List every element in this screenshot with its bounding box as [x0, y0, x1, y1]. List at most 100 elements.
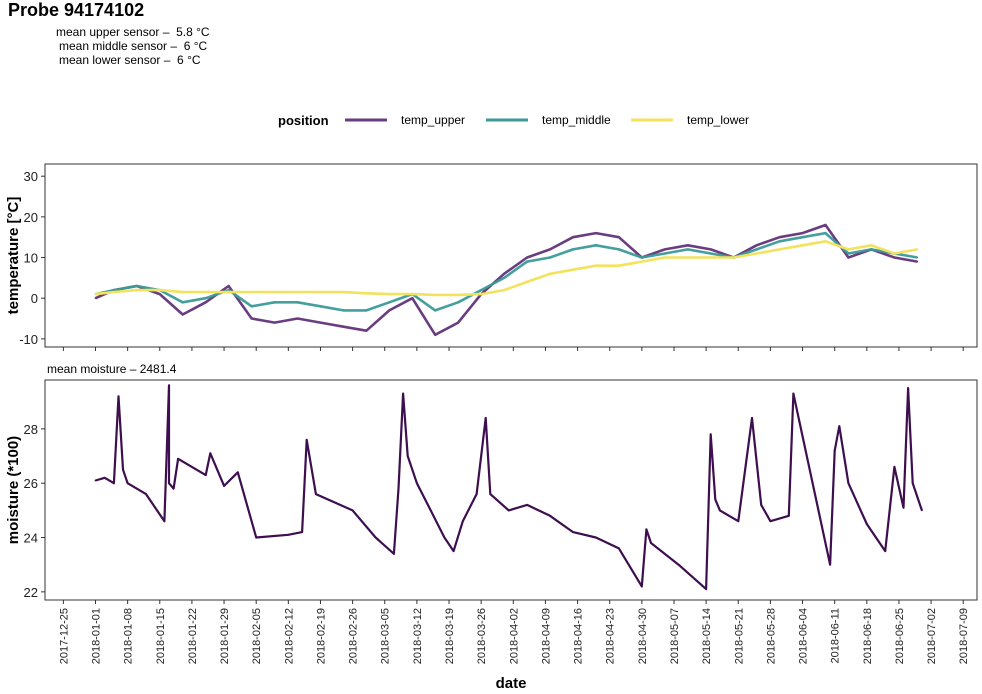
data-point-moisture	[172, 487, 175, 490]
x-tick-label: 2018-07-09	[958, 608, 970, 664]
data-point-moisture	[402, 392, 405, 395]
data-point-temp_middle	[480, 289, 483, 291]
data-point-temp_lower	[778, 248, 781, 251]
data-point-temp_lower	[204, 291, 207, 293]
data-point-temp_middle	[503, 276, 506, 279]
x-tick-label: 2018-06-11	[830, 608, 842, 663]
data-point-temp_lower	[847, 248, 850, 251]
data-point-temp_upper	[893, 256, 896, 259]
data-point-moisture	[751, 417, 753, 419]
data-point-temp_upper	[916, 260, 919, 263]
data-point-moisture	[760, 504, 763, 506]
data-point-temp_upper	[319, 321, 322, 324]
data-point-moisture	[489, 493, 492, 495]
data-point-temp_lower	[755, 252, 758, 255]
data-point-temp_middle	[549, 256, 551, 259]
mean-upper-sensor-text: mean upper sensor – 5.8 °C	[56, 25, 210, 39]
data-point-moisture	[204, 474, 207, 476]
x-tick-label: 2018-04-16	[573, 608, 585, 664]
data-point-temp_upper	[158, 293, 161, 296]
x-tick-label: 2018-01-29	[219, 608, 231, 664]
x-tick-label: 2018-06-04	[798, 608, 810, 664]
moisture-y-axis-title: moisture (*100)	[5, 436, 22, 544]
data-point-moisture	[833, 449, 836, 452]
x-tick-label: 2018-04-09	[540, 608, 552, 664]
data-point-moisture	[452, 550, 455, 553]
data-point-moisture	[126, 482, 129, 485]
data-point-temp_lower	[158, 289, 161, 291]
data-point-moisture	[847, 482, 850, 485]
data-point-temp_lower	[480, 293, 483, 296]
data-point-moisture	[484, 417, 487, 419]
data-point-temp_middle	[870, 248, 873, 251]
data-point-temp_upper	[709, 248, 712, 251]
data-point-moisture	[677, 563, 680, 566]
data-point-temp_middle	[824, 232, 827, 235]
data-point-moisture	[475, 493, 478, 495]
data-point-temp_lower	[112, 291, 115, 293]
data-point-temp_middle	[227, 289, 230, 291]
data-point-moisture	[769, 520, 772, 523]
data-point-temp_middle	[526, 260, 528, 263]
data-point-temp_lower	[365, 292, 368, 295]
data-point-temp_upper	[250, 317, 253, 320]
data-point-moisture	[893, 466, 896, 468]
data-point-moisture	[737, 520, 740, 523]
x-tick-label: 2018-07-02	[926, 608, 938, 664]
data-point-moisture	[705, 588, 708, 591]
x-tick-label: 2018-02-12	[283, 608, 295, 664]
data-point-moisture	[94, 479, 97, 482]
temperature-ytick-label: 0	[31, 291, 38, 306]
data-point-temp_lower	[94, 293, 97, 296]
data-point-moisture	[443, 536, 446, 539]
data-point-temp_middle	[686, 248, 689, 251]
data-point-moisture	[645, 528, 648, 531]
data-point-moisture	[112, 482, 115, 485]
x-tick-label: 2017-12-25	[58, 608, 70, 664]
data-point-temp_lower	[916, 248, 919, 251]
data-point-temp_lower	[227, 291, 230, 293]
data-point-temp_middle	[595, 244, 597, 247]
data-point-moisture	[902, 506, 905, 509]
data-point-temp_lower	[457, 294, 460, 296]
data-point-moisture	[122, 468, 124, 471]
chart-title: Probe 94174102	[8, 0, 145, 20]
x-tick-label: 2018-02-26	[348, 608, 360, 664]
data-point-temp_middle	[916, 256, 919, 259]
data-point-temp_upper	[663, 248, 666, 251]
moisture-ytick-label: 24	[24, 531, 38, 546]
data-point-temp_upper	[686, 244, 689, 247]
data-point-moisture	[406, 455, 409, 457]
moisture-ytick-label: 28	[24, 422, 38, 437]
data-point-moisture	[572, 531, 574, 533]
data-point-temp_middle	[755, 248, 758, 251]
x-tick-label: 2018-05-14	[701, 608, 713, 664]
data-point-moisture	[236, 471, 239, 474]
data-point-moisture	[595, 536, 597, 539]
data-point-temp_middle	[250, 305, 253, 308]
data-point-temp_lower	[273, 291, 276, 293]
temperature-ytick-label: -10	[19, 332, 38, 347]
data-point-temp_lower	[732, 256, 735, 259]
x-tick-label: 2018-06-25	[894, 608, 906, 664]
data-point-temp_lower	[434, 294, 437, 296]
data-point-temp_lower	[411, 293, 414, 296]
data-point-temp_middle	[709, 252, 712, 255]
x-tick-label: 2018-04-02	[508, 608, 520, 664]
data-point-moisture	[617, 547, 620, 550]
data-point-temp_middle	[457, 301, 460, 304]
moisture-subtitle: mean moisture – 2481.4	[47, 362, 177, 376]
data-point-moisture	[145, 493, 147, 495]
data-point-temp_middle	[388, 301, 391, 304]
data-point-temp_lower	[549, 272, 551, 275]
data-point-moisture	[792, 392, 795, 395]
data-point-moisture	[907, 387, 910, 390]
data-point-temp_lower	[709, 256, 712, 259]
data-point-moisture	[223, 485, 225, 487]
x-tick-label: 2018-03-19	[444, 608, 456, 664]
temperature-ytick-label: 10	[24, 251, 38, 266]
data-point-moisture	[117, 395, 120, 398]
data-point-temp_upper	[824, 224, 827, 226]
data-point-moisture	[168, 482, 170, 485]
